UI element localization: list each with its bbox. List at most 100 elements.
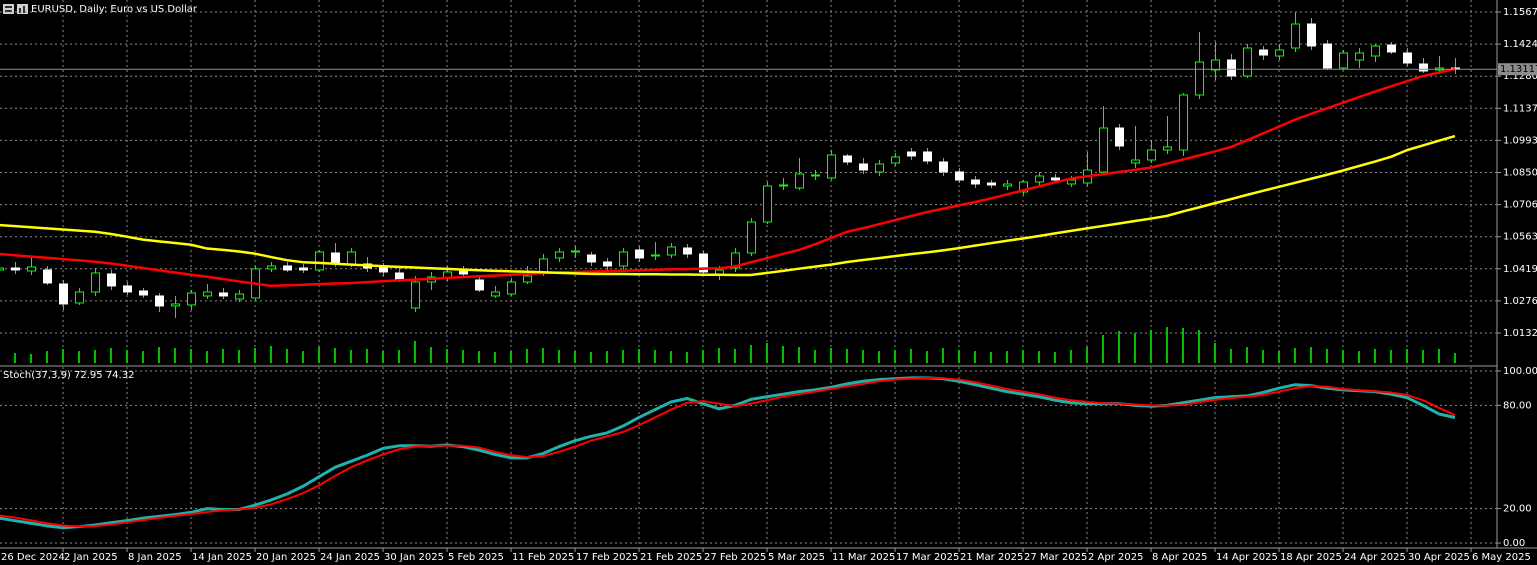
candle-body-down <box>1403 52 1412 64</box>
y-tick-label: 20.00 <box>1503 504 1532 515</box>
x-tick-label: 18 Apr 2025 <box>1280 552 1342 563</box>
candle-body-down <box>859 163 868 171</box>
candle-body-down <box>971 179 980 185</box>
candle-body-down <box>1323 43 1332 69</box>
y-tick-label: 1.01325 <box>1503 328 1537 339</box>
x-tick-label: 11 Mar 2025 <box>832 552 895 563</box>
x-tick-label: 30 Apr 2025 <box>1408 552 1470 563</box>
candle-body-up <box>667 246 676 256</box>
x-tick-label: 11 Feb 2025 <box>512 552 574 563</box>
candle-body-up <box>731 252 740 269</box>
candle-body-down <box>955 171 964 181</box>
candle-body-down <box>43 269 52 284</box>
x-tick-label: 27 Feb 2025 <box>704 552 766 563</box>
candle-body-down <box>907 151 916 157</box>
menu-icon-line <box>5 6 12 8</box>
candle-body-down <box>987 182 996 186</box>
candle-body-up <box>75 291 84 304</box>
y-tick-label: 100.00 <box>1503 366 1537 377</box>
y-tick-label: 1.05630 <box>1503 232 1537 243</box>
x-tick-label: 6 May 2025 <box>1472 552 1531 563</box>
candle-body-up <box>555 251 564 259</box>
x-tick-label: 5 Mar 2025 <box>768 552 825 563</box>
candle-body-up <box>1067 179 1076 185</box>
candle-body-up <box>1019 181 1028 193</box>
x-tick-label: 17 Feb 2025 <box>576 552 638 563</box>
candle-body-up <box>203 291 212 297</box>
candle-body-up <box>1131 159 1140 164</box>
candle-body-up <box>315 251 324 271</box>
candle-body-up <box>1003 183 1012 187</box>
candle-body-up <box>763 185 772 223</box>
candle-body-up <box>1291 23 1300 49</box>
candle-body-up <box>187 292 196 306</box>
plot-area <box>0 0 1497 547</box>
candle-body-down <box>603 261 612 267</box>
moving-average <box>0 134 1456 277</box>
x-tick-label: 14 Apr 2025 <box>1216 552 1278 563</box>
x-tick-label: 2 Apr 2025 <box>1088 552 1143 563</box>
candle-body-down <box>939 161 948 173</box>
candle-body-down <box>1307 23 1316 47</box>
candle-body-up <box>1339 52 1348 69</box>
candle-body-up <box>91 272 100 293</box>
candle-body-down <box>1115 127 1124 147</box>
y-tick-label: 1.08500 <box>1503 167 1537 178</box>
candle-body-up <box>171 303 180 307</box>
menu-icon-line <box>5 10 12 12</box>
candle-body-down <box>379 266 388 273</box>
x-tick-label: 21 Mar 2025 <box>960 552 1023 563</box>
candle-body-down <box>1419 63 1428 72</box>
candle-body-up <box>779 184 788 187</box>
candle-body-up <box>0 267 4 271</box>
y-tick-label: 1.04195 <box>1503 264 1537 275</box>
candle-body-up <box>891 156 900 164</box>
candle-body-up <box>1099 127 1108 173</box>
candle-body-down <box>107 273 116 287</box>
y-tick-label: 1.07065 <box>1503 200 1537 211</box>
x-tick-label: 8 Jan 2025 <box>128 552 182 563</box>
candle-body-down <box>683 247 692 255</box>
candle-body-up <box>411 281 420 309</box>
candle-body-up <box>347 251 356 265</box>
candle-body-down <box>219 292 228 297</box>
candle-body-up <box>1275 49 1284 57</box>
candle-body-down <box>395 272 404 280</box>
stochastic-line <box>0 376 1456 528</box>
x-tick-label: 5 Feb 2025 <box>448 552 504 563</box>
y-tick-label: 1.09935 <box>1503 135 1537 146</box>
chart-title: EURUSD, Daily: Euro vs US Dollar <box>31 4 198 15</box>
x-tick-label: 8 Apr 2025 <box>1152 552 1207 563</box>
candle-body-up <box>539 258 548 273</box>
x-tick-label: 30 Jan 2025 <box>384 552 444 563</box>
x-tick-label: 2 Jan 2025 <box>64 552 118 563</box>
menu-icon[interactable] <box>3 4 14 14</box>
last-price-label: 1.13117 <box>1500 64 1537 75</box>
x-tick-label: 20 Jan 2025 <box>256 552 316 563</box>
candle-body-down <box>635 249 644 259</box>
candle-body-up <box>571 250 580 253</box>
candle-body-down <box>155 295 164 307</box>
candle-body-down <box>139 290 148 296</box>
candle-body-up <box>1195 61 1204 96</box>
candle-body-down <box>923 151 932 162</box>
indicator-title: Stoch(37,3,9) 72.95 74.32 <box>3 370 134 381</box>
x-tick-label: 21 Feb 2025 <box>640 552 702 563</box>
candle-body-up <box>507 281 516 295</box>
x-tick-label: 27 Mar 2025 <box>1024 552 1087 563</box>
x-tick-label: 14 Jan 2025 <box>192 552 252 563</box>
candle-body-up <box>827 154 836 179</box>
y-tick-label: 1.12805 <box>1503 71 1537 82</box>
candle-body-down <box>475 279 484 291</box>
chart-icon[interactable] <box>17 4 28 14</box>
chart-icon-bar <box>23 6 25 13</box>
candle-body-up <box>1371 45 1380 57</box>
candle-body-up <box>811 174 820 177</box>
candle-body-down <box>459 270 468 275</box>
candle-body-up <box>875 163 884 173</box>
candle-body-up <box>523 275 532 283</box>
candle-body-down <box>11 267 20 271</box>
candle-body-up <box>1211 59 1220 71</box>
